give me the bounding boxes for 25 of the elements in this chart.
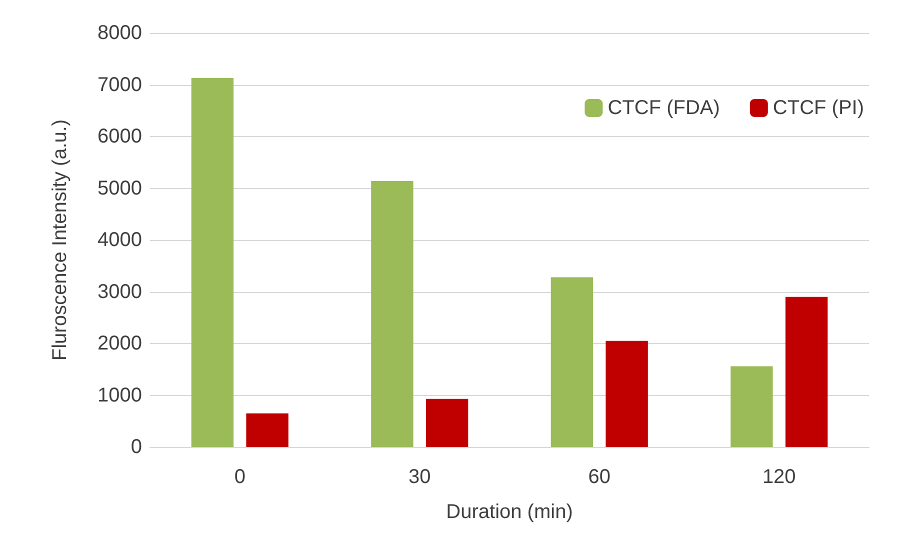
y-tick-label: 5000 [98,177,142,200]
x-tick-label: 0 [234,466,246,488]
bar [191,78,234,447]
bar [550,277,594,447]
y-tick-label: 1000 [98,384,142,406]
y-tick-label: 3000 [98,280,142,303]
x-tick-label: 120 [762,466,796,488]
bar [246,413,288,447]
y-tick-label: 8000 [98,22,142,44]
bar [371,181,414,447]
bar [426,398,468,447]
legend-label: CTCF (PI) [772,97,864,119]
bar [606,340,648,447]
y-axis-title: Fluroscence Intensity (a.u.) [49,119,71,361]
y-tick-label: 4000 [98,229,142,251]
y-tick-label: 6000 [98,126,142,148]
legend-label: CTCF (FDA) [608,97,720,119]
y-tick-label: 2000 [98,332,142,354]
x-tick-label: 60 [588,466,610,488]
x-tick-label: 30 [408,466,431,488]
bar [730,366,773,447]
y-tick-label: 0 [130,436,142,458]
x-axis-title: Duration (min) [446,501,573,523]
y-tick-label: 7000 [98,74,142,96]
bar [785,296,828,447]
